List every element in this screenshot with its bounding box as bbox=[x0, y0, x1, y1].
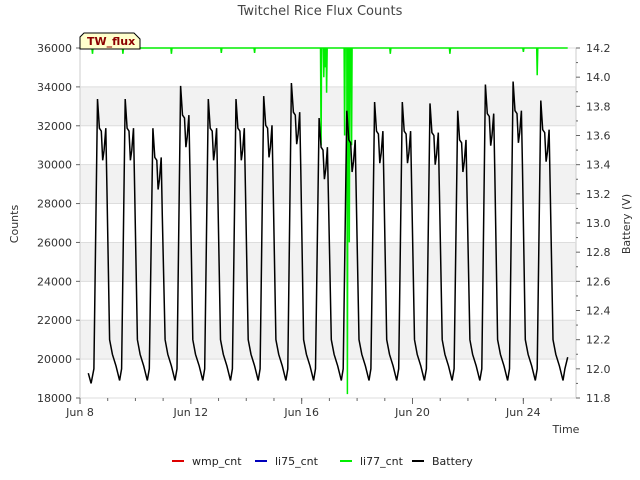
y-tick-label: 36000 bbox=[37, 42, 72, 55]
x-axis-label: Time bbox=[552, 423, 580, 436]
y2-tick-label: 13.4 bbox=[586, 159, 611, 172]
legend-label-Battery: Battery bbox=[432, 455, 473, 468]
y-axis-ticks: 18000 20000 22000 24000 26000 28000 30000 32000… bbox=[37, 42, 80, 405]
shaded-band-3 bbox=[80, 86, 576, 126]
y2-tick-label: 13.0 bbox=[586, 217, 611, 230]
y2-tick-label: 13.8 bbox=[586, 100, 611, 113]
legend-label-li77_cnt: li77_cnt bbox=[360, 455, 404, 468]
x-tick-label: Jun 12 bbox=[172, 406, 208, 419]
series-li77-cnt bbox=[88, 47, 568, 395]
y2-tick-label: 12.6 bbox=[586, 275, 611, 288]
site-tag: TW_flux bbox=[79, 32, 141, 50]
shaded-band-0 bbox=[80, 320, 576, 360]
y2-tick-label: 14.2 bbox=[586, 42, 611, 55]
chart-title: Twitchel Rice Flux Counts bbox=[237, 4, 403, 19]
y2-tick-label: 12.8 bbox=[586, 246, 611, 259]
y-tick-label: 24000 bbox=[37, 275, 72, 288]
y2-tick-label: 14.0 bbox=[586, 71, 611, 84]
y-tick-label: 34000 bbox=[37, 81, 72, 94]
y-tick-label: 20000 bbox=[37, 353, 72, 366]
x-tick-label: Jun 24 bbox=[505, 406, 541, 419]
y-tick-label: 26000 bbox=[37, 236, 72, 249]
y-tick-label: 28000 bbox=[37, 198, 72, 211]
x-tick-label: Jun 16 bbox=[283, 406, 319, 419]
legend-label-wmp_cnt: wmp_cnt bbox=[192, 455, 242, 468]
site-tag-box bbox=[79, 32, 141, 50]
y-tick-label: 18000 bbox=[37, 392, 72, 405]
shaded-band-1 bbox=[80, 242, 576, 282]
site-tag-label: TW_flux bbox=[87, 35, 135, 48]
y2-axis-label: Battery (V) bbox=[620, 194, 633, 254]
y2-tick-label: 12.2 bbox=[586, 334, 611, 347]
y2-tick-label: 13.6 bbox=[586, 130, 611, 143]
y2-axis-ticks: 11.8 12.0 12.2 12.4 12.6 12.8 13.0 13.2 13.4 13.6… bbox=[576, 42, 611, 405]
y2-tick-label: 13.2 bbox=[586, 188, 611, 201]
y2-tick-label: 12.0 bbox=[586, 363, 611, 376]
y2-tick-label: 12.4 bbox=[586, 305, 611, 318]
y-axis-label: Counts bbox=[8, 205, 21, 244]
series-layer bbox=[87, 47, 569, 395]
y-tick-label: 22000 bbox=[37, 314, 72, 327]
y-tick-label: 32000 bbox=[37, 120, 72, 133]
y-tick-label: 30000 bbox=[37, 159, 72, 172]
x-axis-ticks: Jun 8 Jun 12 Jun 16 Jun 20 Jun 24 bbox=[65, 398, 552, 419]
x-tick-label: Jun 8 bbox=[65, 406, 94, 419]
series-battery bbox=[87, 81, 569, 384]
y2-tick-label: 11.8 bbox=[586, 392, 611, 405]
legend: wmp_cnt li75_cnt li77_cnt Battery bbox=[172, 455, 473, 468]
legend-label-li75_cnt: li75_cnt bbox=[275, 455, 319, 468]
x-tick-label: Jun 20 bbox=[394, 406, 430, 419]
